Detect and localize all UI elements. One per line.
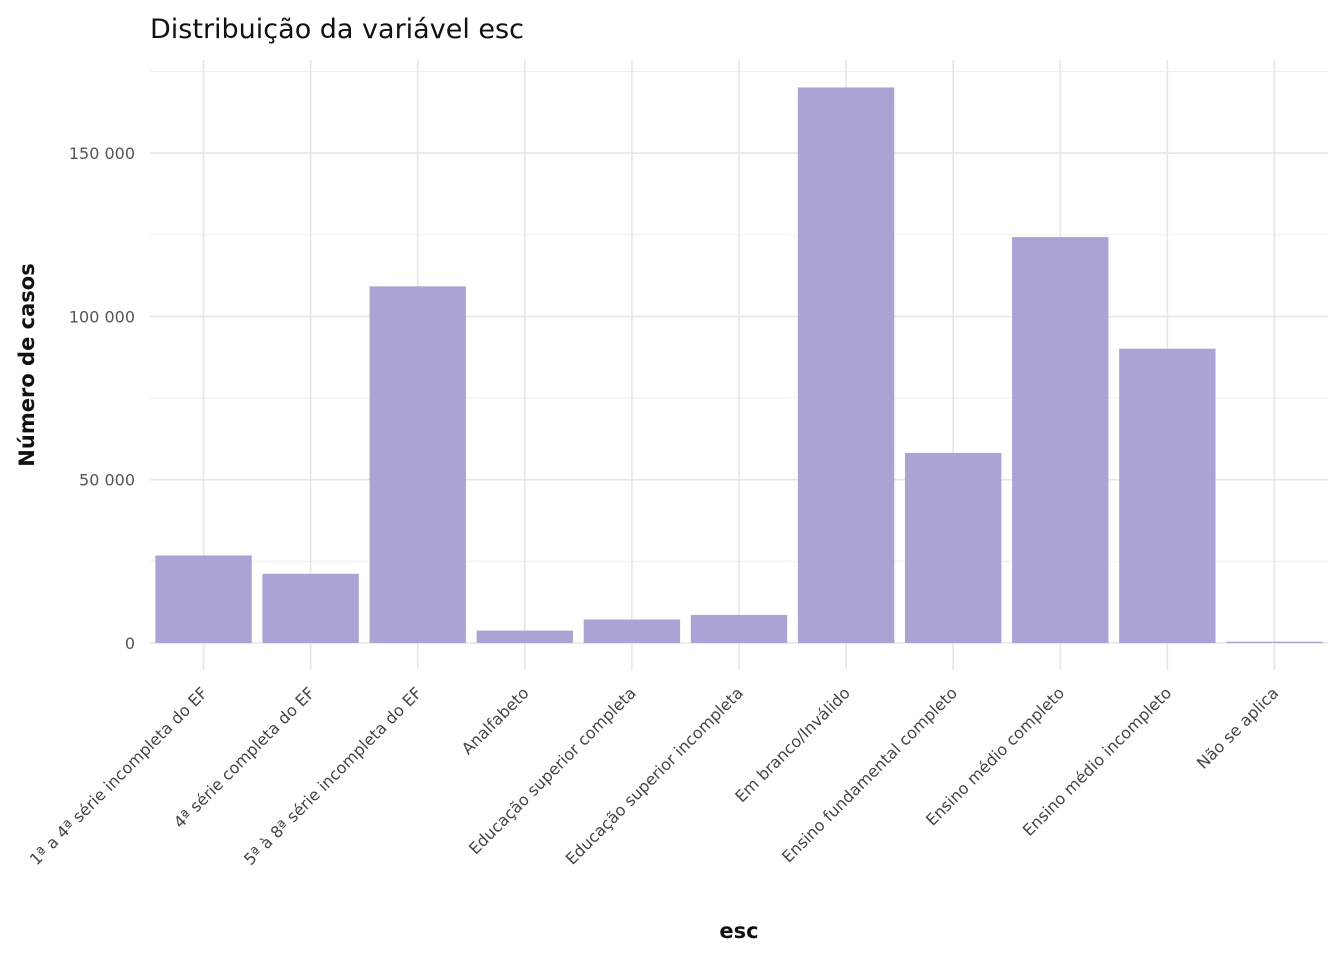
x-tick-label: Ensino fundamental completo: [778, 683, 961, 866]
y-tick-label: 50 000: [79, 471, 135, 490]
bar-3: [369, 286, 466, 643]
y-tick-label: 100 000: [69, 307, 135, 326]
y-axis-ticks: 0 50 000 100 000 150 000: [69, 144, 135, 653]
bar-2: [262, 573, 359, 643]
bar-6: [690, 614, 788, 643]
chart-title: Distribuição da variável esc: [150, 14, 524, 45]
x-axis-title: esc: [719, 919, 758, 943]
bar-5: [583, 619, 681, 643]
x-tick-label: Analfabeto: [458, 683, 533, 758]
x-tick-label: Educação superior incompleta: [562, 683, 747, 868]
x-tick-label: Em branco/Inválido: [731, 683, 854, 806]
y-tick-label: 150 000: [69, 144, 135, 163]
bars: [155, 87, 1323, 644]
bar-11: [1226, 641, 1323, 643]
x-tick-label: 1ª a 4ª série incompleta do EF: [26, 683, 212, 869]
bar-10: [1119, 348, 1216, 643]
x-tick-label: Não se aplica: [1193, 683, 1282, 772]
bar-7: [797, 87, 895, 644]
y-tick-label: 0: [125, 634, 135, 653]
bar-8: [904, 452, 1002, 643]
y-axis-title: Número de casos: [15, 263, 39, 466]
bar-9: [1012, 237, 1109, 643]
bar-1: [155, 555, 252, 643]
x-tick-label: 5ª à 8ª série incompleta do EF: [240, 683, 426, 869]
bar-4: [476, 630, 574, 643]
x-tick-label: Educação superior completa: [465, 683, 640, 858]
